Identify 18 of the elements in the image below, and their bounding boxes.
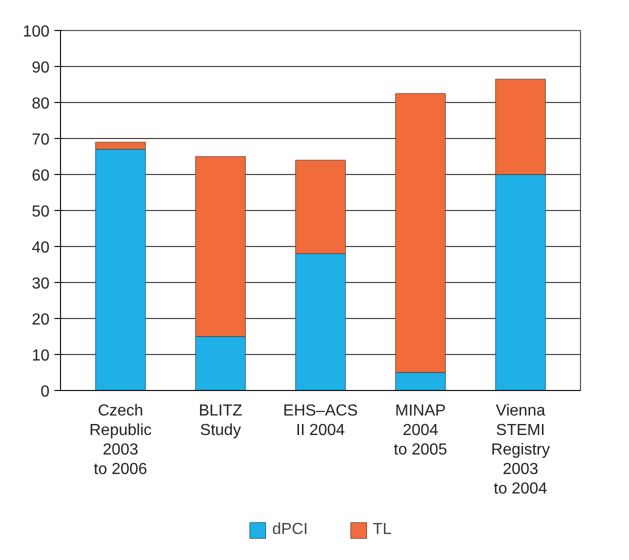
x-tick-label: Czech Republic 2003 to 2006 [89, 402, 152, 478]
y-tick-label: 0 [40, 384, 50, 400]
y-tick-label: 90 [32, 60, 50, 76]
x-tick-label: EHS–ACS II 2004 [283, 402, 358, 440]
y-tick-label: 70 [32, 132, 50, 148]
legend-label: TL [372, 521, 392, 539]
y-tick-label: 50 [32, 204, 50, 220]
legend-label: dPCI [272, 521, 308, 539]
x-tick-label: BLITZ Study [198, 402, 243, 440]
y-tick-label: 100 [22, 24, 50, 40]
y-tick-label: 20 [32, 312, 50, 328]
y-tick-label: 60 [32, 168, 50, 184]
x-tick-label: Vienna STEMI Registry 2003 to 2004 [491, 402, 550, 498]
y-tick-label: 10 [32, 348, 50, 364]
x-tick-label: MINAP 2004 to 2005 [394, 402, 448, 459]
y-tick-label: 30 [32, 276, 50, 292]
y-tick-label: 40 [32, 240, 50, 256]
y-tick-label: 80 [32, 96, 50, 112]
